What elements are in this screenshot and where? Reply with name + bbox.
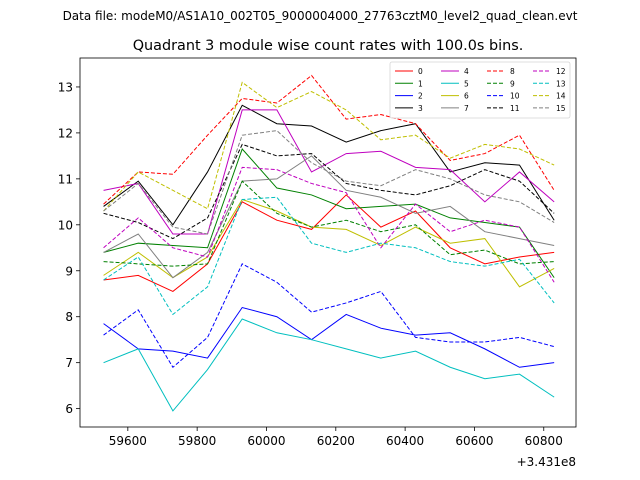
x-tick-label: 59600 [109, 434, 147, 448]
series-line-9 [103, 180, 555, 267]
x-tick-label: 60800 [525, 434, 563, 448]
axes-frame [79, 57, 577, 428]
series-line-11 [103, 143, 555, 240]
legend-label-10: 10 [510, 92, 520, 101]
legend-label-7: 7 [464, 104, 469, 113]
series-line-12 [103, 166, 555, 283]
x-tick-label: 60400 [386, 434, 424, 448]
y-axis: 6 7 8 9 10 11 12 13 [58, 80, 80, 416]
legend-label-9: 9 [510, 79, 515, 88]
y-tick-label: 11 [58, 172, 73, 186]
legend-label-11: 11 [510, 104, 520, 113]
legend-box [389, 61, 571, 119]
series-line-13 [103, 196, 555, 316]
series-line-15 [103, 130, 555, 235]
series-line-2 [103, 306, 555, 368]
x-tick-label: 60200 [317, 434, 355, 448]
legend-label-15: 15 [556, 104, 566, 113]
figure-suptitle: Data file: modeM0/AS1A10_002T05_90000040… [63, 9, 578, 23]
series-line-4 [103, 109, 555, 235]
series-line-3 [103, 104, 555, 226]
y-tick-label: 6 [65, 402, 73, 416]
series-line-8 [103, 74, 555, 205]
legend-label-6: 6 [464, 92, 469, 101]
plot-area [103, 74, 555, 412]
x-tick-label: 60600 [455, 434, 493, 448]
chart-title: Quadrant 3 module wise count rates with … [133, 38, 524, 54]
series-line-7 [103, 155, 555, 279]
series-line-0 [103, 194, 555, 293]
legend-label-8: 8 [510, 67, 515, 76]
legend-label-4: 4 [464, 67, 469, 76]
x-axis: 59600 59800 60000 60200 60400 60600 60800 [109, 427, 563, 448]
legend-label-12: 12 [556, 67, 566, 76]
series-line-14 [103, 81, 555, 212]
legend-label-0: 0 [418, 67, 423, 76]
series-line-6 [103, 198, 555, 288]
legend-label-5: 5 [464, 79, 469, 88]
series-line-10 [103, 263, 555, 369]
x-axis-offset-label: +3.431e8 [517, 455, 576, 469]
legend-label-14: 14 [556, 92, 566, 101]
legend-label-3: 3 [418, 104, 423, 113]
y-tick-label: 9 [65, 264, 73, 278]
legend-label-2: 2 [418, 92, 423, 101]
y-tick-label: 7 [65, 356, 73, 370]
x-tick-label: 60000 [247, 434, 285, 448]
series-line-5 [103, 318, 555, 412]
legend-label-13: 13 [556, 79, 566, 88]
series-line-1 [103, 148, 555, 278]
y-tick-label: 13 [58, 80, 73, 94]
y-tick-label: 10 [58, 218, 73, 232]
legend-label-1: 1 [418, 79, 423, 88]
x-tick-label: 59800 [178, 434, 216, 448]
y-tick-label: 8 [65, 310, 73, 324]
y-tick-label: 12 [58, 126, 73, 140]
